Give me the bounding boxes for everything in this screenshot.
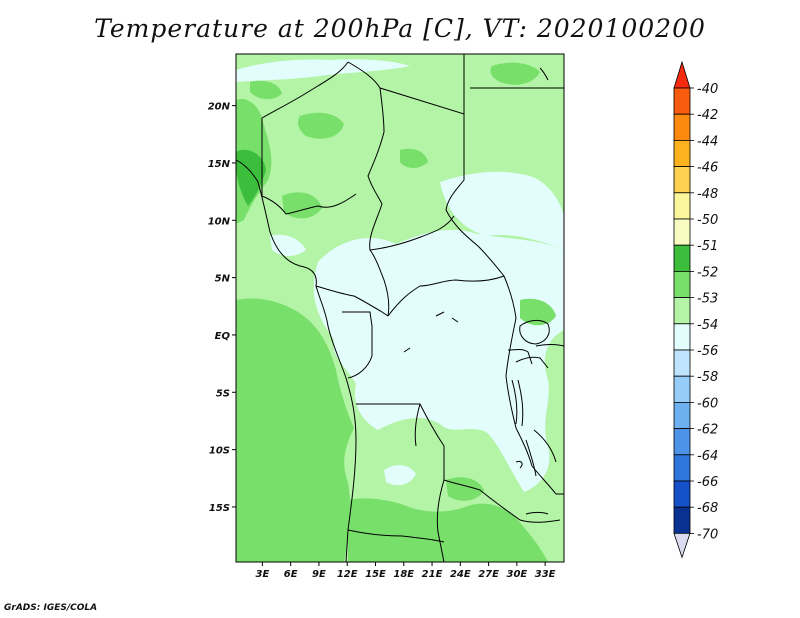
colorbar-swatch [673, 349, 691, 377]
x-tick-label: 12E [337, 569, 358, 580]
colorbar-swatch [673, 323, 691, 351]
field-53-chad [282, 192, 322, 219]
field-53-north1 [250, 80, 282, 100]
field-54-nw [236, 59, 410, 82]
colorbar-label: -70 [697, 527, 718, 542]
colorbar-label: -53 [697, 292, 718, 307]
colorbar-label: -46 [697, 161, 718, 176]
colorbar: -40 -42 -44 -46 -48 -50 -51 -52 -53 -54 -56 -58 -60 -… [673, 60, 718, 559]
y-tick-label: 5S [216, 388, 230, 399]
colorbar-label: -62 [697, 423, 718, 438]
x-tick-label: 9E [312, 569, 326, 580]
field-53-ne [490, 62, 540, 85]
colorbar-swatch [673, 270, 691, 298]
colorbar-label: -48 [697, 187, 718, 202]
field-53-guinea [236, 298, 354, 562]
colorbar-swatch [673, 87, 691, 115]
colorbar-swatch [673, 506, 691, 534]
x-tick-label: 15E [365, 569, 386, 580]
colorbar-swatch [673, 244, 691, 272]
y-tick-label: 10N [208, 216, 231, 227]
x-tick-label: 3E [255, 569, 269, 580]
colorbar-label: -58 [697, 370, 718, 385]
y-tick-label: 15S [209, 503, 230, 514]
x-tick-label: 24E [450, 569, 471, 580]
x-axis: 3E 6E 9E 12E 15E 18E 21E 24E 27E 30E 33E [255, 562, 556, 580]
field-54-east [440, 171, 564, 250]
colorbar-swatch [673, 297, 691, 325]
x-tick-label: 21E [422, 569, 443, 580]
colorbar-label: -64 [697, 449, 718, 464]
colorbar-swatch [673, 375, 691, 403]
field-54-congo [313, 229, 564, 492]
field-54-south [384, 465, 416, 486]
colorbar-swatch [673, 139, 691, 167]
colorbar-swatch [673, 454, 691, 482]
y-tick-label: 20N [208, 102, 231, 113]
temperature-field [236, 54, 564, 562]
colorbar-label: -54 [697, 318, 718, 333]
colorbar-label: -56 [697, 344, 718, 359]
colorbar-top-arrow [673, 60, 691, 89]
field-53-sudan [400, 148, 428, 168]
colorbar-label: -51 [697, 239, 718, 254]
colorbar-label: -42 [697, 108, 718, 123]
y-tick-label: 10S [209, 446, 230, 457]
colorbar-swatch [673, 428, 691, 456]
x-tick-label: 27E [478, 569, 499, 580]
colorbar-swatch [673, 218, 691, 246]
field-53-east [520, 298, 556, 326]
x-tick-label: 6E [284, 569, 298, 580]
field-53-sahara [298, 112, 344, 139]
y-tick-label: 5N [215, 274, 231, 285]
colorbar-swatch [673, 401, 691, 429]
colorbar-label: -66 [697, 475, 718, 490]
field-53-south [348, 498, 548, 562]
colorbar-bottom-arrow [673, 533, 691, 559]
field-52-senegal [236, 149, 266, 206]
colorbar-label: -68 [697, 501, 718, 516]
colorbar-label: -52 [697, 265, 718, 280]
plot-frame [235, 53, 565, 563]
x-tick-label: 30E [506, 569, 527, 580]
x-tick-label: 33E [535, 569, 556, 580]
chart-title: Temperature at 200hPa [C], VT: 202010020… [94, 14, 706, 43]
colorbar-swatch [673, 113, 691, 141]
lakes [403, 67, 550, 515]
colorbar-swatch [673, 192, 691, 220]
colorbar-label: -60 [697, 396, 718, 411]
y-tick-label: EQ [215, 331, 231, 342]
y-tick-label: 15N [208, 159, 231, 170]
colorbar-swatch [673, 480, 691, 508]
grads-credit: GrADS: IGES/COLA [4, 603, 98, 613]
x-tick-label: 18E [393, 569, 414, 580]
colorbar-swatch [673, 166, 691, 194]
colorbar-label: -40 [697, 82, 718, 97]
colorbar-label: -50 [697, 213, 718, 228]
colorbar-label: -44 [697, 134, 718, 149]
y-axis: 20N 15N 10N 5N EQ 5S 10S 15S [208, 102, 236, 514]
